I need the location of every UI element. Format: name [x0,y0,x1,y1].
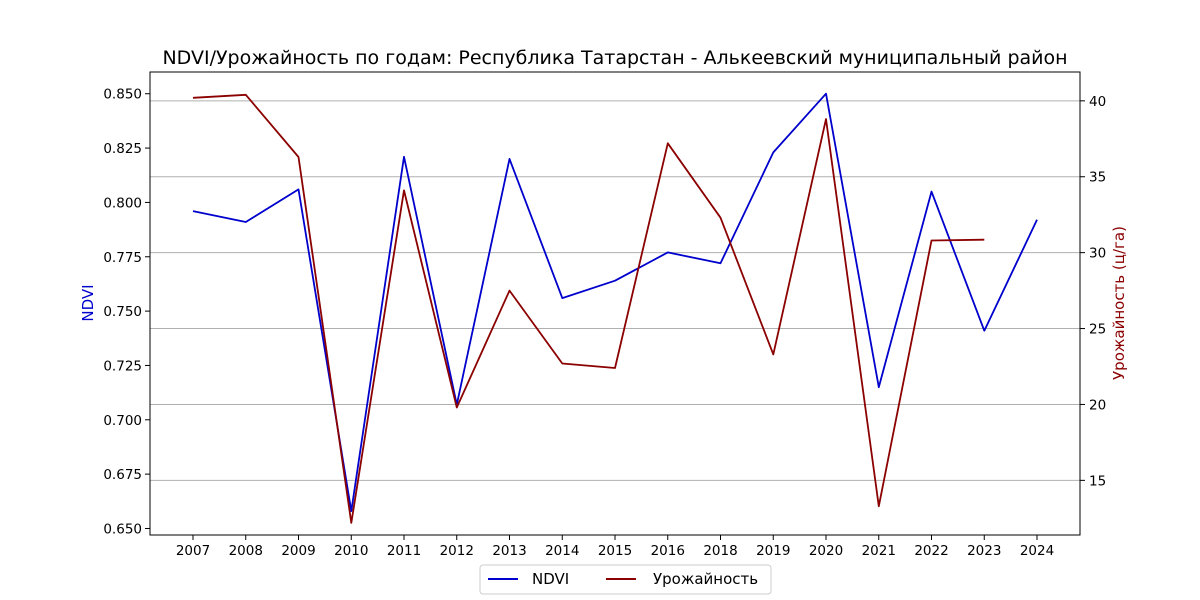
x-tick-label: 2016 [651,543,685,559]
x-tick-label: 2021 [862,543,896,559]
x-tick-label: 2013 [492,543,526,559]
x-tick-label: 2011 [387,543,421,559]
y-left-tick-label: 0.800 [103,195,142,211]
y-axis-left: 0.650 0.675 0.700 0.725 0.750 0.775 0.800 0.825… [103,87,150,537]
y-axis-left-label: NDVI [79,284,97,321]
y-left-tick-label: 0.650 [103,521,142,537]
y-axis-right: 15 20 25 30 35 40 [1080,94,1106,489]
x-tick-label: 2007 [176,543,210,559]
x-tick-label: 2018 [703,543,737,559]
x-tick-label: 2015 [598,543,632,559]
y-right-tick-label: 20 [1089,397,1106,413]
y-left-tick-label: 0.700 [103,413,142,429]
x-tick-label: 2019 [756,543,790,559]
x-tick-label: 2020 [809,543,843,559]
x-tick-label: 2022 [914,543,948,559]
y-left-tick-label: 0.750 [103,304,142,320]
y-left-tick-label: 0.850 [103,87,142,103]
y-right-tick-label: 25 [1089,322,1106,338]
series-line-yield [192,93,985,524]
legend-label-ndvi: NDVI [532,570,569,588]
y-left-tick-label: 0.775 [103,250,142,266]
x-tick-label: 2009 [281,543,315,559]
y-axis-right-label: Урожайность (ц/га) [1110,226,1128,380]
y-right-tick-label: 15 [1089,473,1106,489]
x-tick-label: 2023 [967,543,1001,559]
x-tick-label: 2010 [334,543,368,559]
x-tick-label: 2024 [1020,543,1054,559]
x-tick-label: 2014 [545,543,579,559]
chart-title: NDVI/Урожайность по годам: Республика Та… [162,47,1067,69]
legend: NDVI Урожайность [479,564,772,595]
y-left-tick-label: 0.675 [103,467,142,483]
y-right-tick-label: 40 [1089,94,1106,110]
x-tick-label: 2008 [229,543,263,559]
y-right-tick-label: 35 [1089,170,1106,186]
x-axis: 2007 2008 2009 2010 2011 2012 2013 2014 2015 2016… [176,535,1054,559]
grid-lines [150,100,1080,481]
y-left-tick-label: 0.725 [103,358,142,374]
series-lines [192,92,1038,524]
legend-label-yield: Урожайность [653,570,758,588]
plot-frame [149,71,1081,536]
x-tick-label: 2012 [440,543,474,559]
y-left-tick-label: 0.825 [103,141,142,157]
y-right-tick-label: 30 [1089,246,1106,262]
